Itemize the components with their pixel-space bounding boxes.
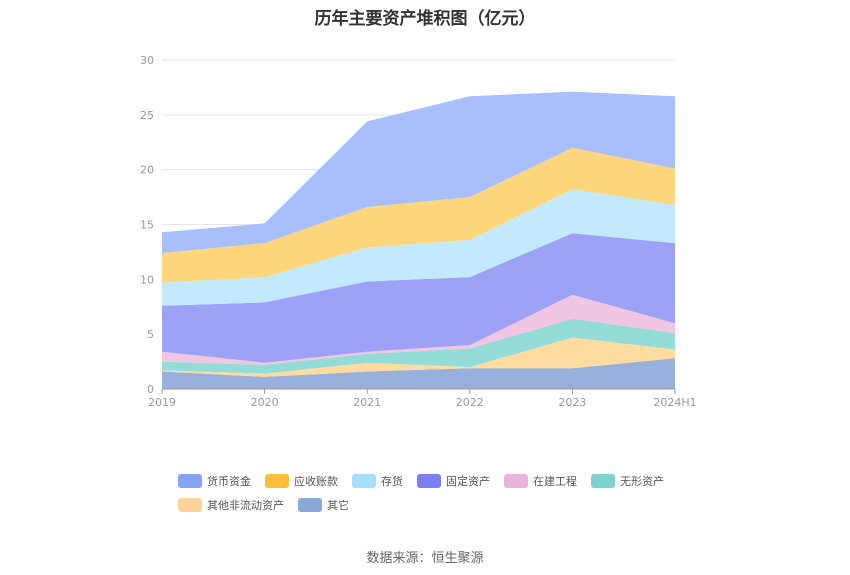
legend-label: 其它	[327, 499, 349, 512]
area-series-其它	[162, 358, 675, 389]
y-tick-label: 15	[140, 219, 154, 232]
legend-swatch	[504, 474, 528, 488]
x-axis	[161, 388, 676, 394]
x-tick-label: 2019	[148, 396, 176, 409]
legend-swatch	[298, 498, 322, 512]
area-series-货币资金	[162, 91, 675, 253]
legend-label: 存货	[381, 475, 403, 488]
legend-label: 货币资金	[207, 475, 251, 488]
legend-item[interactable]: 在建工程	[504, 473, 577, 489]
y-axis-labels: 0 5 10 15 20 25 30	[140, 54, 154, 396]
legend-swatch	[417, 474, 441, 488]
area-series-无形资产	[162, 318, 675, 374]
area-series-其他非流动资产	[162, 337, 675, 377]
legend-item[interactable]: 应收账款	[265, 473, 338, 489]
legend-item[interactable]: 无形资产	[591, 473, 664, 489]
legend-label: 应收账款	[294, 475, 338, 488]
y-tick-label: 25	[140, 109, 154, 122]
y-tick-label: 0	[147, 383, 154, 396]
legend-label: 固定资产	[446, 475, 490, 488]
x-tick-label: 2020	[251, 396, 279, 409]
area-series-固定资产	[162, 233, 675, 363]
area-series-应收账款	[162, 147, 675, 283]
legend-swatch	[265, 474, 289, 488]
legend-swatch	[591, 474, 615, 488]
data-source: 数据来源：恒生聚源	[366, 551, 484, 566]
x-tick-label: 2022	[456, 396, 484, 409]
x-tick-label: 2024H1	[653, 396, 696, 409]
x-tick-label: 2023	[558, 396, 586, 409]
legend-swatch	[178, 474, 202, 488]
legend-item[interactable]: 固定资产	[417, 473, 490, 489]
legend-label: 其他非流动资产	[207, 499, 284, 512]
y-tick-label: 30	[140, 54, 154, 67]
y-tick-label: 20	[140, 164, 154, 177]
y-tick-label: 5	[147, 328, 154, 341]
x-axis-labels: 2019 2020 2021 2022 2023 2024H1	[148, 396, 697, 409]
legend-item[interactable]: 货币资金	[178, 473, 251, 489]
chart-title: 历年主要资产堆积图（亿元）	[314, 9, 536, 29]
area-series	[162, 91, 675, 389]
legend-item[interactable]: 其他非流动资产	[178, 497, 284, 513]
legend-label: 无形资产	[620, 475, 664, 488]
legend-label: 在建工程	[533, 475, 577, 488]
legend: 货币资金 应收账款 存货 固定资产 在建工程 无形资产其他非流动资产 其它	[178, 473, 698, 521]
y-tick-label: 10	[140, 273, 154, 286]
legend-swatch	[352, 474, 376, 488]
legend-item[interactable]: 其它	[298, 497, 349, 513]
area-series-存货	[162, 189, 675, 306]
legend-item[interactable]: 存货	[352, 473, 403, 489]
legend-swatch	[178, 498, 202, 512]
x-tick-label: 2021	[353, 396, 381, 409]
area-series-在建工程	[162, 294, 675, 365]
